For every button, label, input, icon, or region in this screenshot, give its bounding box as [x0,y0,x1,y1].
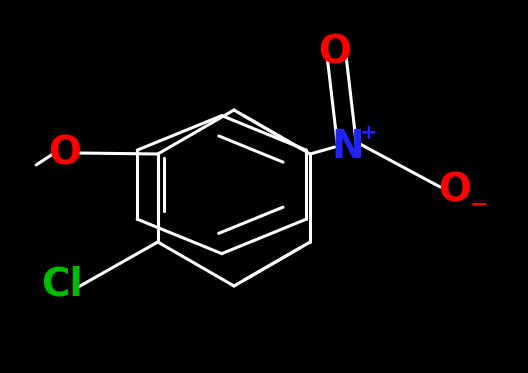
Text: O: O [318,33,352,71]
Text: Cl: Cl [41,266,83,304]
Text: −: − [469,194,488,214]
Text: O: O [438,171,472,209]
Text: N: N [332,128,364,166]
Text: O: O [49,134,81,172]
Text: +: + [359,123,377,143]
